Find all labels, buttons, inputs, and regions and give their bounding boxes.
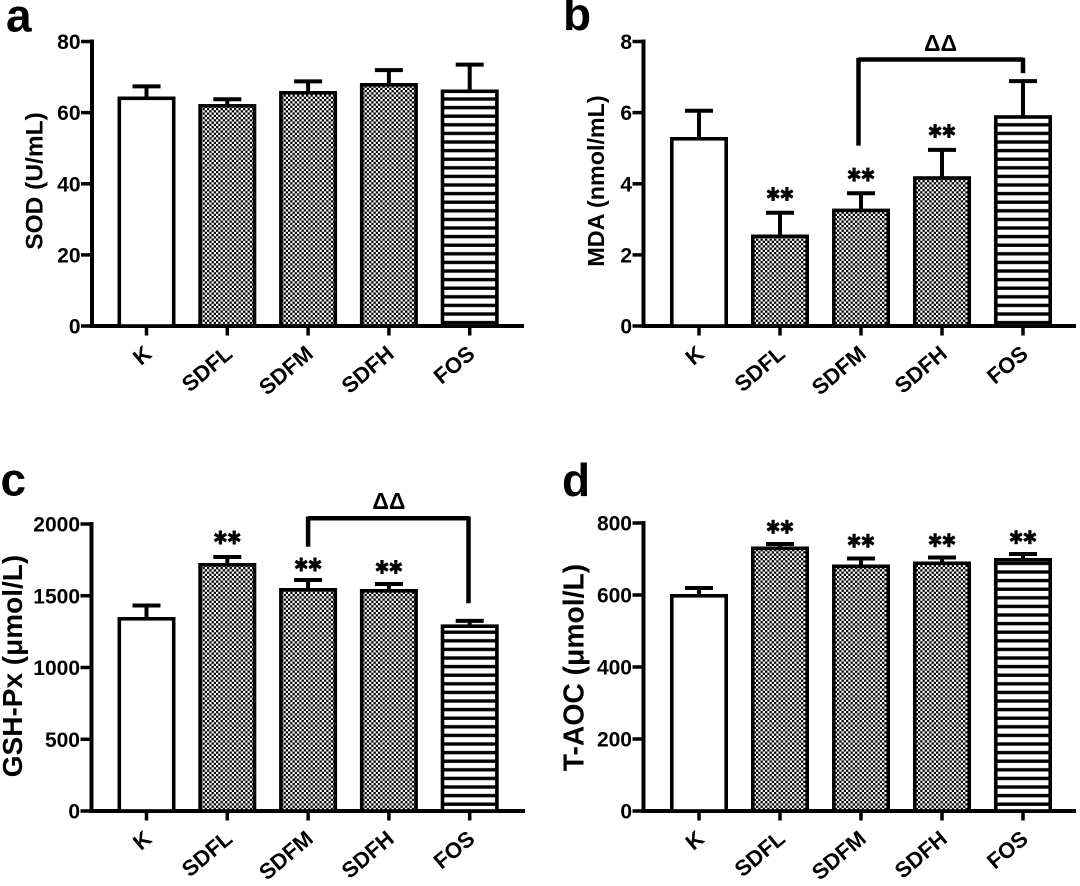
svg-text:4: 4 bbox=[620, 173, 632, 196]
svg-text:d: d bbox=[562, 454, 590, 506]
svg-text:c: c bbox=[1, 454, 27, 506]
svg-text:SOD (U/mL): SOD (U/mL) bbox=[22, 112, 49, 249]
svg-text:80: 80 bbox=[57, 31, 80, 54]
svg-text:a: a bbox=[6, 0, 32, 42]
svg-text:8: 8 bbox=[620, 31, 632, 54]
svg-text:60: 60 bbox=[57, 102, 80, 125]
svg-text:b: b bbox=[563, 0, 591, 40]
svg-text:0: 0 bbox=[620, 801, 632, 824]
svg-text:800: 800 bbox=[597, 513, 632, 536]
svg-text:2000: 2000 bbox=[33, 514, 80, 537]
svg-text:0: 0 bbox=[68, 801, 80, 824]
svg-text:500: 500 bbox=[45, 729, 80, 752]
svg-text:0: 0 bbox=[69, 316, 81, 339]
svg-text:400: 400 bbox=[597, 657, 632, 680]
svg-text:ΔΔ: ΔΔ bbox=[924, 30, 957, 56]
svg-text:T-AOC (μmol/L): T-AOC (μmol/L) bbox=[558, 564, 590, 772]
svg-text:6: 6 bbox=[620, 102, 632, 125]
svg-text:20: 20 bbox=[57, 245, 80, 268]
svg-text:600: 600 bbox=[597, 585, 632, 608]
svg-text:ΔΔ: ΔΔ bbox=[372, 488, 405, 514]
svg-text:200: 200 bbox=[597, 729, 632, 752]
svg-text:0: 0 bbox=[620, 316, 632, 339]
svg-text:40: 40 bbox=[57, 173, 80, 196]
svg-text:1000: 1000 bbox=[33, 657, 80, 680]
svg-text:2: 2 bbox=[620, 245, 632, 268]
svg-text:MDA (nmol/mL): MDA (nmol/mL) bbox=[583, 95, 609, 266]
svg-text:GSH-Px (μmol/L): GSH-Px (μmol/L) bbox=[0, 555, 28, 777]
svg-text:1500: 1500 bbox=[33, 585, 80, 608]
